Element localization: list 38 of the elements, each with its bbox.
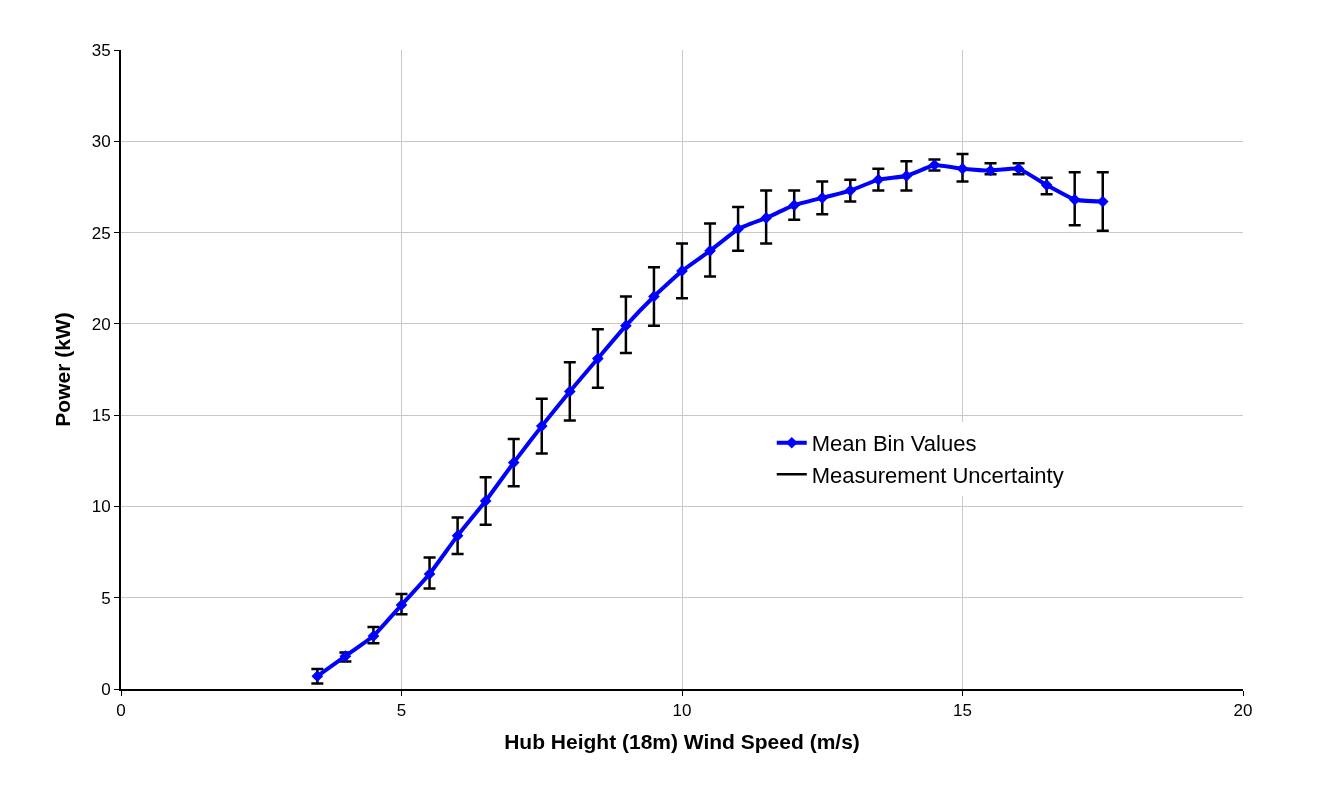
point bbox=[760, 212, 772, 224]
legend-label: Mean Bin Values bbox=[811, 431, 977, 457]
x-tick-label: 15 bbox=[953, 701, 972, 721]
y-tick-label: 0 bbox=[101, 679, 111, 699]
y-tick-label: 10 bbox=[91, 497, 111, 517]
legend-label: Measurement Uncertainty bbox=[811, 462, 1064, 488]
x-tick-label: 5 bbox=[396, 701, 407, 721]
y-tick-label: 20 bbox=[91, 314, 111, 334]
x-tick-label: 0 bbox=[116, 701, 126, 721]
point bbox=[1040, 179, 1053, 191]
y-tick-label: 15 bbox=[91, 406, 111, 426]
point bbox=[1068, 193, 1081, 206]
point bbox=[507, 456, 520, 469]
point bbox=[423, 568, 436, 580]
point bbox=[620, 319, 632, 332]
point bbox=[395, 599, 408, 611]
point bbox=[704, 244, 716, 257]
point bbox=[732, 223, 744, 235]
y-tick-label: 5 bbox=[101, 588, 111, 608]
x-tick-label: 20 bbox=[1233, 701, 1253, 721]
point bbox=[872, 173, 885, 186]
x-tick-label: 10 bbox=[672, 701, 692, 721]
point bbox=[535, 420, 548, 432]
point bbox=[900, 170, 913, 182]
point bbox=[844, 184, 857, 197]
point bbox=[788, 199, 801, 212]
y-axis-title: Power (kW) bbox=[51, 312, 75, 427]
x-axis-title: Hub Height (18m) Wind Speed (m/s) bbox=[504, 730, 860, 754]
y-tick-label: 30 bbox=[91, 132, 111, 152]
point bbox=[479, 495, 492, 507]
point bbox=[367, 630, 380, 642]
point bbox=[816, 192, 829, 204]
point bbox=[451, 529, 464, 542]
point bbox=[563, 385, 576, 398]
y-tick-label: 25 bbox=[91, 223, 111, 243]
y-tick-label: 35 bbox=[91, 40, 111, 60]
point bbox=[648, 290, 660, 303]
point bbox=[592, 352, 604, 365]
